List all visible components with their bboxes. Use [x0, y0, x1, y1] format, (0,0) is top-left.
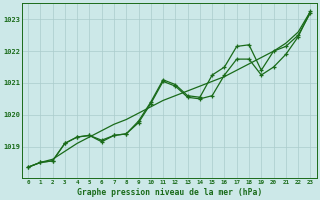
X-axis label: Graphe pression niveau de la mer (hPa): Graphe pression niveau de la mer (hPa)	[76, 188, 262, 197]
